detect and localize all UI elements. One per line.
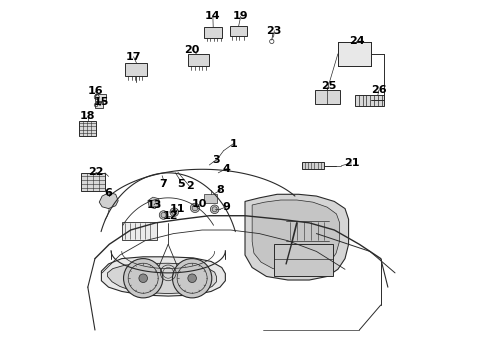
Bar bbox=[95, 94, 106, 101]
Circle shape bbox=[123, 258, 163, 298]
Bar bbox=[188, 54, 209, 66]
Polygon shape bbox=[245, 194, 348, 280]
Polygon shape bbox=[101, 257, 225, 296]
Text: 9: 9 bbox=[222, 202, 230, 212]
Text: 8: 8 bbox=[217, 185, 224, 195]
Polygon shape bbox=[107, 263, 217, 294]
Circle shape bbox=[170, 208, 178, 216]
Circle shape bbox=[139, 274, 147, 283]
Bar bbox=[338, 42, 371, 66]
Polygon shape bbox=[148, 197, 160, 208]
Bar bbox=[95, 102, 103, 108]
Bar bbox=[273, 244, 333, 276]
Text: 26: 26 bbox=[371, 85, 387, 95]
Bar bbox=[302, 162, 324, 169]
Bar bbox=[122, 222, 157, 240]
Text: 11: 11 bbox=[170, 204, 186, 214]
Text: 21: 21 bbox=[343, 158, 359, 168]
Bar bbox=[230, 26, 247, 36]
Text: 3: 3 bbox=[213, 155, 220, 165]
Circle shape bbox=[210, 205, 219, 213]
Text: 12: 12 bbox=[163, 211, 178, 221]
Text: 18: 18 bbox=[80, 111, 96, 121]
Text: 7: 7 bbox=[160, 179, 168, 189]
Circle shape bbox=[188, 274, 196, 283]
Text: 16: 16 bbox=[88, 86, 103, 96]
Text: 22: 22 bbox=[88, 167, 103, 177]
Bar bbox=[355, 95, 384, 106]
Text: 20: 20 bbox=[184, 45, 200, 55]
Circle shape bbox=[190, 203, 199, 212]
Bar bbox=[286, 221, 329, 241]
Text: 5: 5 bbox=[177, 179, 185, 189]
Text: 1: 1 bbox=[230, 139, 238, 149]
Text: 2: 2 bbox=[186, 181, 194, 192]
Text: 10: 10 bbox=[192, 199, 207, 209]
Text: 23: 23 bbox=[267, 26, 282, 36]
Text: 4: 4 bbox=[222, 163, 230, 174]
Polygon shape bbox=[99, 193, 118, 208]
Bar bbox=[79, 121, 96, 136]
Text: 19: 19 bbox=[233, 12, 248, 21]
Text: 6: 6 bbox=[104, 188, 113, 198]
Bar bbox=[81, 173, 105, 192]
Circle shape bbox=[159, 211, 168, 219]
Bar bbox=[204, 194, 218, 203]
Circle shape bbox=[280, 257, 293, 270]
Text: 17: 17 bbox=[126, 52, 141, 62]
Text: 25: 25 bbox=[321, 81, 337, 91]
Text: 24: 24 bbox=[349, 36, 364, 46]
Bar bbox=[204, 27, 222, 38]
Text: 15: 15 bbox=[94, 97, 109, 107]
Text: 13: 13 bbox=[146, 200, 162, 210]
Bar bbox=[125, 63, 147, 76]
Circle shape bbox=[172, 258, 212, 298]
Text: 14: 14 bbox=[205, 12, 220, 21]
Polygon shape bbox=[252, 200, 340, 272]
Bar bbox=[315, 90, 340, 104]
